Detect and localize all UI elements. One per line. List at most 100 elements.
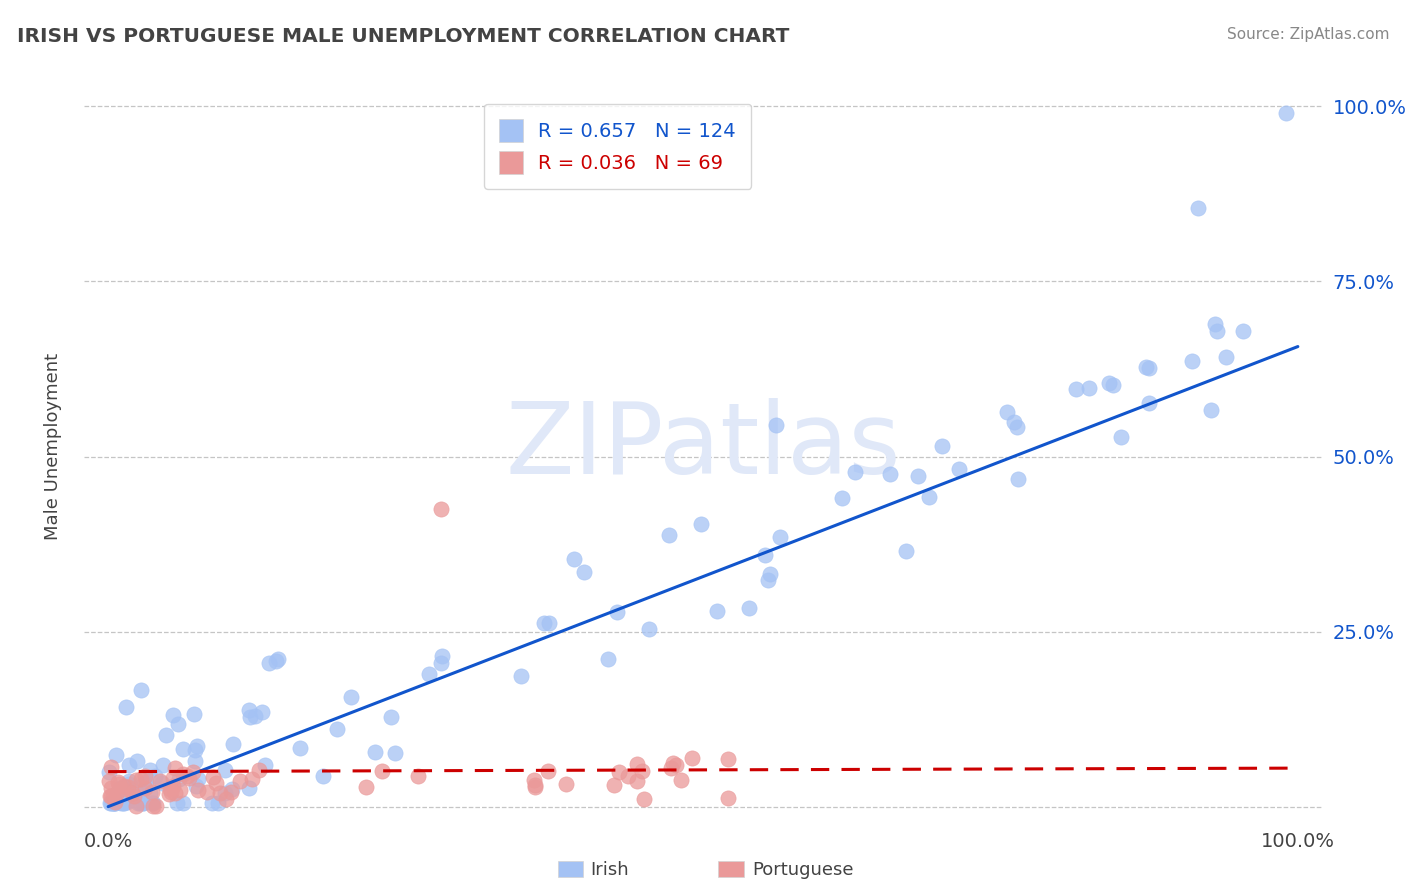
Point <box>101 789 124 803</box>
Point <box>108 780 131 795</box>
Point <box>200 796 222 810</box>
Point <box>430 502 453 516</box>
Point <box>145 799 167 814</box>
Point <box>554 777 576 791</box>
Point <box>104 787 127 801</box>
Point <box>183 706 205 721</box>
Point <box>118 758 141 772</box>
Point <box>509 669 531 683</box>
Point <box>1098 376 1121 390</box>
Point <box>384 747 406 761</box>
Point <box>354 780 377 794</box>
Point <box>98 789 121 804</box>
Point <box>769 530 792 544</box>
Point <box>240 772 263 786</box>
Point <box>626 774 648 789</box>
Point <box>141 785 163 799</box>
Point <box>205 776 228 790</box>
Y-axis label: Male Unemployment: Male Unemployment <box>44 352 62 540</box>
Text: Portuguese: Portuguese <box>752 861 853 879</box>
Point <box>166 796 188 810</box>
Point <box>562 552 585 566</box>
Point <box>430 649 453 664</box>
Point <box>765 417 787 432</box>
Point <box>195 784 218 798</box>
Point <box>238 780 260 795</box>
Point <box>103 796 125 810</box>
Point <box>131 796 153 810</box>
Point <box>152 757 174 772</box>
Point <box>201 770 224 784</box>
Point <box>104 796 127 810</box>
Point <box>238 703 260 717</box>
Point <box>948 462 970 476</box>
Point <box>214 763 236 777</box>
Point <box>1109 430 1132 444</box>
Point <box>139 763 162 777</box>
Point <box>167 716 190 731</box>
Point <box>117 780 139 794</box>
Point <box>125 754 148 768</box>
Bar <box>718 861 744 877</box>
Point <box>606 605 628 619</box>
Point <box>111 781 134 796</box>
Point <box>162 771 184 785</box>
Point <box>1077 381 1099 395</box>
Point <box>101 796 124 810</box>
Point <box>844 465 866 479</box>
Point <box>364 745 387 759</box>
Point <box>243 709 266 723</box>
Point <box>1181 354 1204 368</box>
Point <box>111 796 134 810</box>
Point <box>167 772 190 787</box>
Point <box>257 656 280 670</box>
Point <box>681 751 703 765</box>
Point <box>107 775 129 789</box>
Point <box>134 780 156 795</box>
Point <box>662 756 685 770</box>
Point <box>184 779 207 793</box>
Point <box>1139 361 1161 376</box>
Point <box>879 467 901 481</box>
Point <box>208 786 231 800</box>
Point <box>524 780 547 795</box>
Point <box>1007 472 1029 486</box>
Point <box>172 796 194 810</box>
Point <box>907 469 929 483</box>
Point <box>129 772 152 787</box>
Point <box>918 490 941 504</box>
Point <box>187 772 209 786</box>
Point <box>187 782 209 797</box>
Point <box>1187 202 1209 216</box>
Point <box>247 763 270 777</box>
Point <box>602 778 624 792</box>
Point <box>523 773 546 788</box>
Point <box>163 786 186 800</box>
Point <box>103 796 125 810</box>
Point <box>117 795 139 809</box>
Point <box>149 774 172 789</box>
Point <box>98 774 121 789</box>
Point <box>214 787 236 801</box>
Point <box>995 405 1018 419</box>
Point <box>659 761 682 775</box>
Point <box>98 796 121 810</box>
Point <box>107 793 129 807</box>
Point <box>135 775 157 789</box>
Point <box>184 754 207 768</box>
Point <box>128 796 150 810</box>
Point <box>221 781 243 796</box>
Point <box>239 710 262 724</box>
Point <box>117 784 139 798</box>
Point <box>252 705 274 719</box>
Point <box>118 773 141 788</box>
Point <box>112 796 135 810</box>
Point <box>229 773 252 788</box>
Point <box>896 543 918 558</box>
Point <box>380 710 402 724</box>
Text: Irish: Irish <box>591 861 628 879</box>
Point <box>155 728 177 742</box>
Point <box>129 683 152 698</box>
Point <box>1232 324 1254 338</box>
Point <box>100 796 122 810</box>
